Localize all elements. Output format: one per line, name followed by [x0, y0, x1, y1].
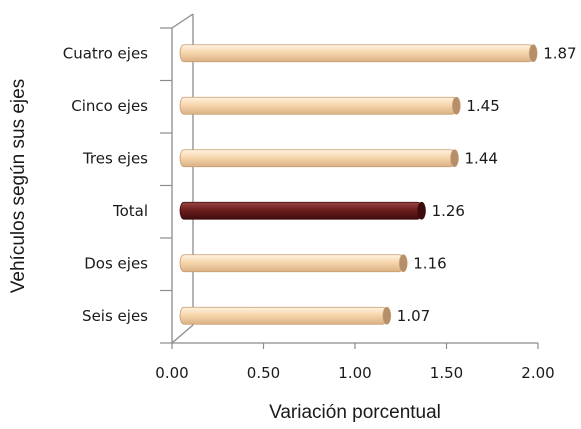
- x-tick-marks: 0.00 0.50 1.00 1.50 2.00: [155, 343, 555, 382]
- wall-top-edge: [171, 13, 194, 29]
- value-labels: 1.87 1.45 1.44 1.26 1.16 1.07: [397, 44, 577, 325]
- category-label: Seis ejes: [82, 307, 148, 325]
- bar-end-cap: [450, 149, 459, 168]
- bar-dos-ejes: [179, 254, 408, 273]
- bar-tres-ejes: [179, 149, 459, 168]
- bar-body: [179, 306, 388, 325]
- bar-end-cap: [528, 44, 538, 63]
- category-labels: Cuatro ejes Cinco ejes Tres ejes Total Dos e…: [63, 44, 148, 325]
- x-tick-label: 1.00: [338, 364, 371, 382]
- bar-end-cap: [399, 254, 408, 273]
- data-label: 1.45: [466, 97, 499, 115]
- bar-end-cap: [452, 96, 461, 115]
- axes: [171, 13, 538, 344]
- data-label: 1.26: [432, 202, 465, 220]
- bar-body: [179, 96, 457, 115]
- x-tick-label: 0.50: [247, 364, 280, 382]
- y-tick-marks: [160, 27, 172, 344]
- category-label: Cinco ejes: [71, 97, 148, 115]
- x-tick-label: 0.00: [155, 364, 188, 382]
- bar-body: [179, 149, 455, 168]
- data-label: 1.87: [543, 44, 576, 62]
- category-label: Total: [112, 202, 148, 220]
- data-label: 1.07: [397, 307, 430, 325]
- bar-cinco-ejes: [179, 96, 461, 115]
- x-tick-label: 1.50: [430, 364, 463, 382]
- bar-end-cap: [382, 306, 392, 325]
- wall-bottom-edge: [171, 324, 194, 344]
- bar-series: [179, 44, 538, 325]
- bar-seis-ejes: [179, 306, 392, 325]
- bar-total: [179, 201, 426, 220]
- x-tick-label: 2.00: [521, 364, 554, 382]
- category-label: Dos ejes: [84, 254, 148, 272]
- data-label: 1.16: [413, 254, 446, 272]
- category-label: Cuatro ejes: [63, 44, 148, 62]
- data-label: 1.44: [465, 149, 498, 167]
- bar-end-cap: [417, 201, 426, 220]
- bar-cuatro-ejes: [179, 44, 538, 63]
- bar-body: [179, 201, 422, 220]
- y-axis-title: Vehículos según sus ejes: [8, 79, 29, 293]
- category-label: Tres ejes: [82, 149, 148, 167]
- bar-body: [179, 44, 534, 63]
- bar-body: [179, 254, 404, 273]
- x-axis-title: Variación porcentual: [269, 402, 441, 423]
